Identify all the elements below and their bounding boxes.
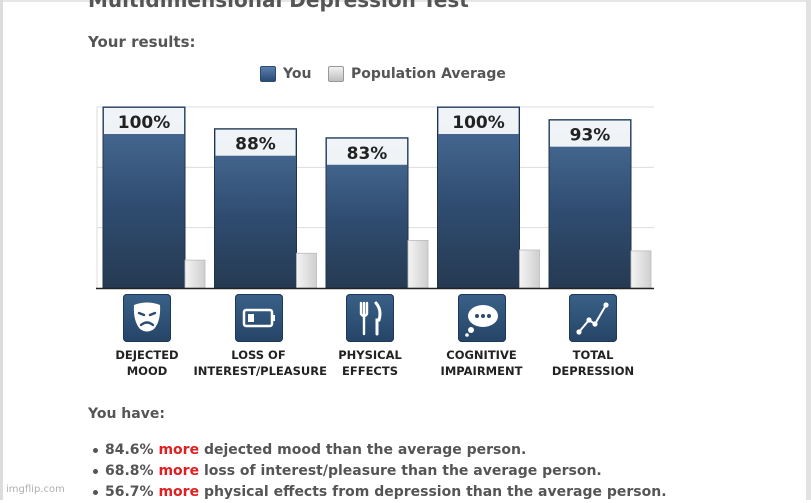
line-graph-icon <box>569 294 617 342</box>
sad-mask-icon <box>123 294 171 342</box>
finding-item: 56.7% more physical effects from depress… <box>93 482 667 503</box>
bar-label-bg-0 <box>104 108 184 134</box>
bar-chart: 100% 88% 83% 100% 93% <box>96 106 654 290</box>
bar-label-4: 93% <box>570 126 611 146</box>
finding-value: 56.7% <box>105 484 154 500</box>
bar-population-3[interactable] <box>519 249 540 289</box>
frame-right <box>806 0 811 500</box>
category-label-1: LOSS OF INTEREST/PLEASURE <box>193 348 328 378</box>
thought-bubble-icon <box>457 294 506 342</box>
category-label-3: COGNITIVE IMPAIRMENT <box>440 348 523 378</box>
bar-label-bg-2 <box>327 138 407 165</box>
bar-population-0[interactable] <box>184 259 206 289</box>
low-battery-icon <box>234 294 283 342</box>
bar-label-2: 83% <box>347 144 388 164</box>
category-label-0: DEJECTED MOOD <box>115 348 179 378</box>
finding-text: physical effects from depression than th… <box>203 484 667 500</box>
fork-knife-icon <box>346 294 394 342</box>
findings-list: 84.6% more dejected mood than the averag… <box>93 440 667 503</box>
legend-item-you[interactable]: You <box>260 66 311 82</box>
bar-label-0: 100% <box>118 113 171 133</box>
bar-population-1[interactable] <box>296 252 317 289</box>
bar-population-4[interactable] <box>630 250 652 289</box>
bar-population-2[interactable] <box>407 239 429 289</box>
bar-label-1: 88% <box>235 135 276 155</box>
bar-label-bg-4 <box>550 120 630 147</box>
bar-label-bg-3 <box>438 108 519 134</box>
finding-value: 84.6% <box>105 442 154 458</box>
bar-label-bg-1 <box>215 129 296 156</box>
finding-text: loss of interest/pleasure than the avera… <box>203 463 602 479</box>
bar-label-3: 100% <box>452 113 505 133</box>
legend-label-you: You <box>283 66 312 82</box>
you-have-heading: You have: <box>88 406 165 422</box>
category-label-2: PHYSICAL EFFECTS <box>338 348 402 378</box>
finding-highlight: more <box>158 463 200 479</box>
watermark: imgflip.com <box>6 484 65 495</box>
finding-item: 84.6% more dejected mood than the averag… <box>93 440 667 461</box>
finding-highlight: more <box>158 484 200 500</box>
page-title: Multidimensional Depression Test <box>88 0 469 12</box>
finding-text: dejected mood than the average person. <box>203 442 527 458</box>
legend-swatch-you <box>260 66 276 82</box>
legend-swatch-population <box>328 66 344 82</box>
finding-value: 68.8% <box>105 463 154 479</box>
bar-you-0[interactable] <box>102 106 186 289</box>
results-heading: Your results: <box>88 33 196 51</box>
finding-item: 68.8% more loss of interest/pleasure tha… <box>93 461 667 482</box>
frame-top <box>0 0 811 2</box>
finding-highlight: more <box>158 442 200 458</box>
legend-label-population: Population Average <box>351 66 506 82</box>
category-label-4: TOTAL DEPRESSION <box>551 348 635 378</box>
legend-item-population[interactable]: Population Average <box>328 66 506 82</box>
bar-you-3[interactable] <box>437 106 520 289</box>
frame-left <box>0 0 3 500</box>
